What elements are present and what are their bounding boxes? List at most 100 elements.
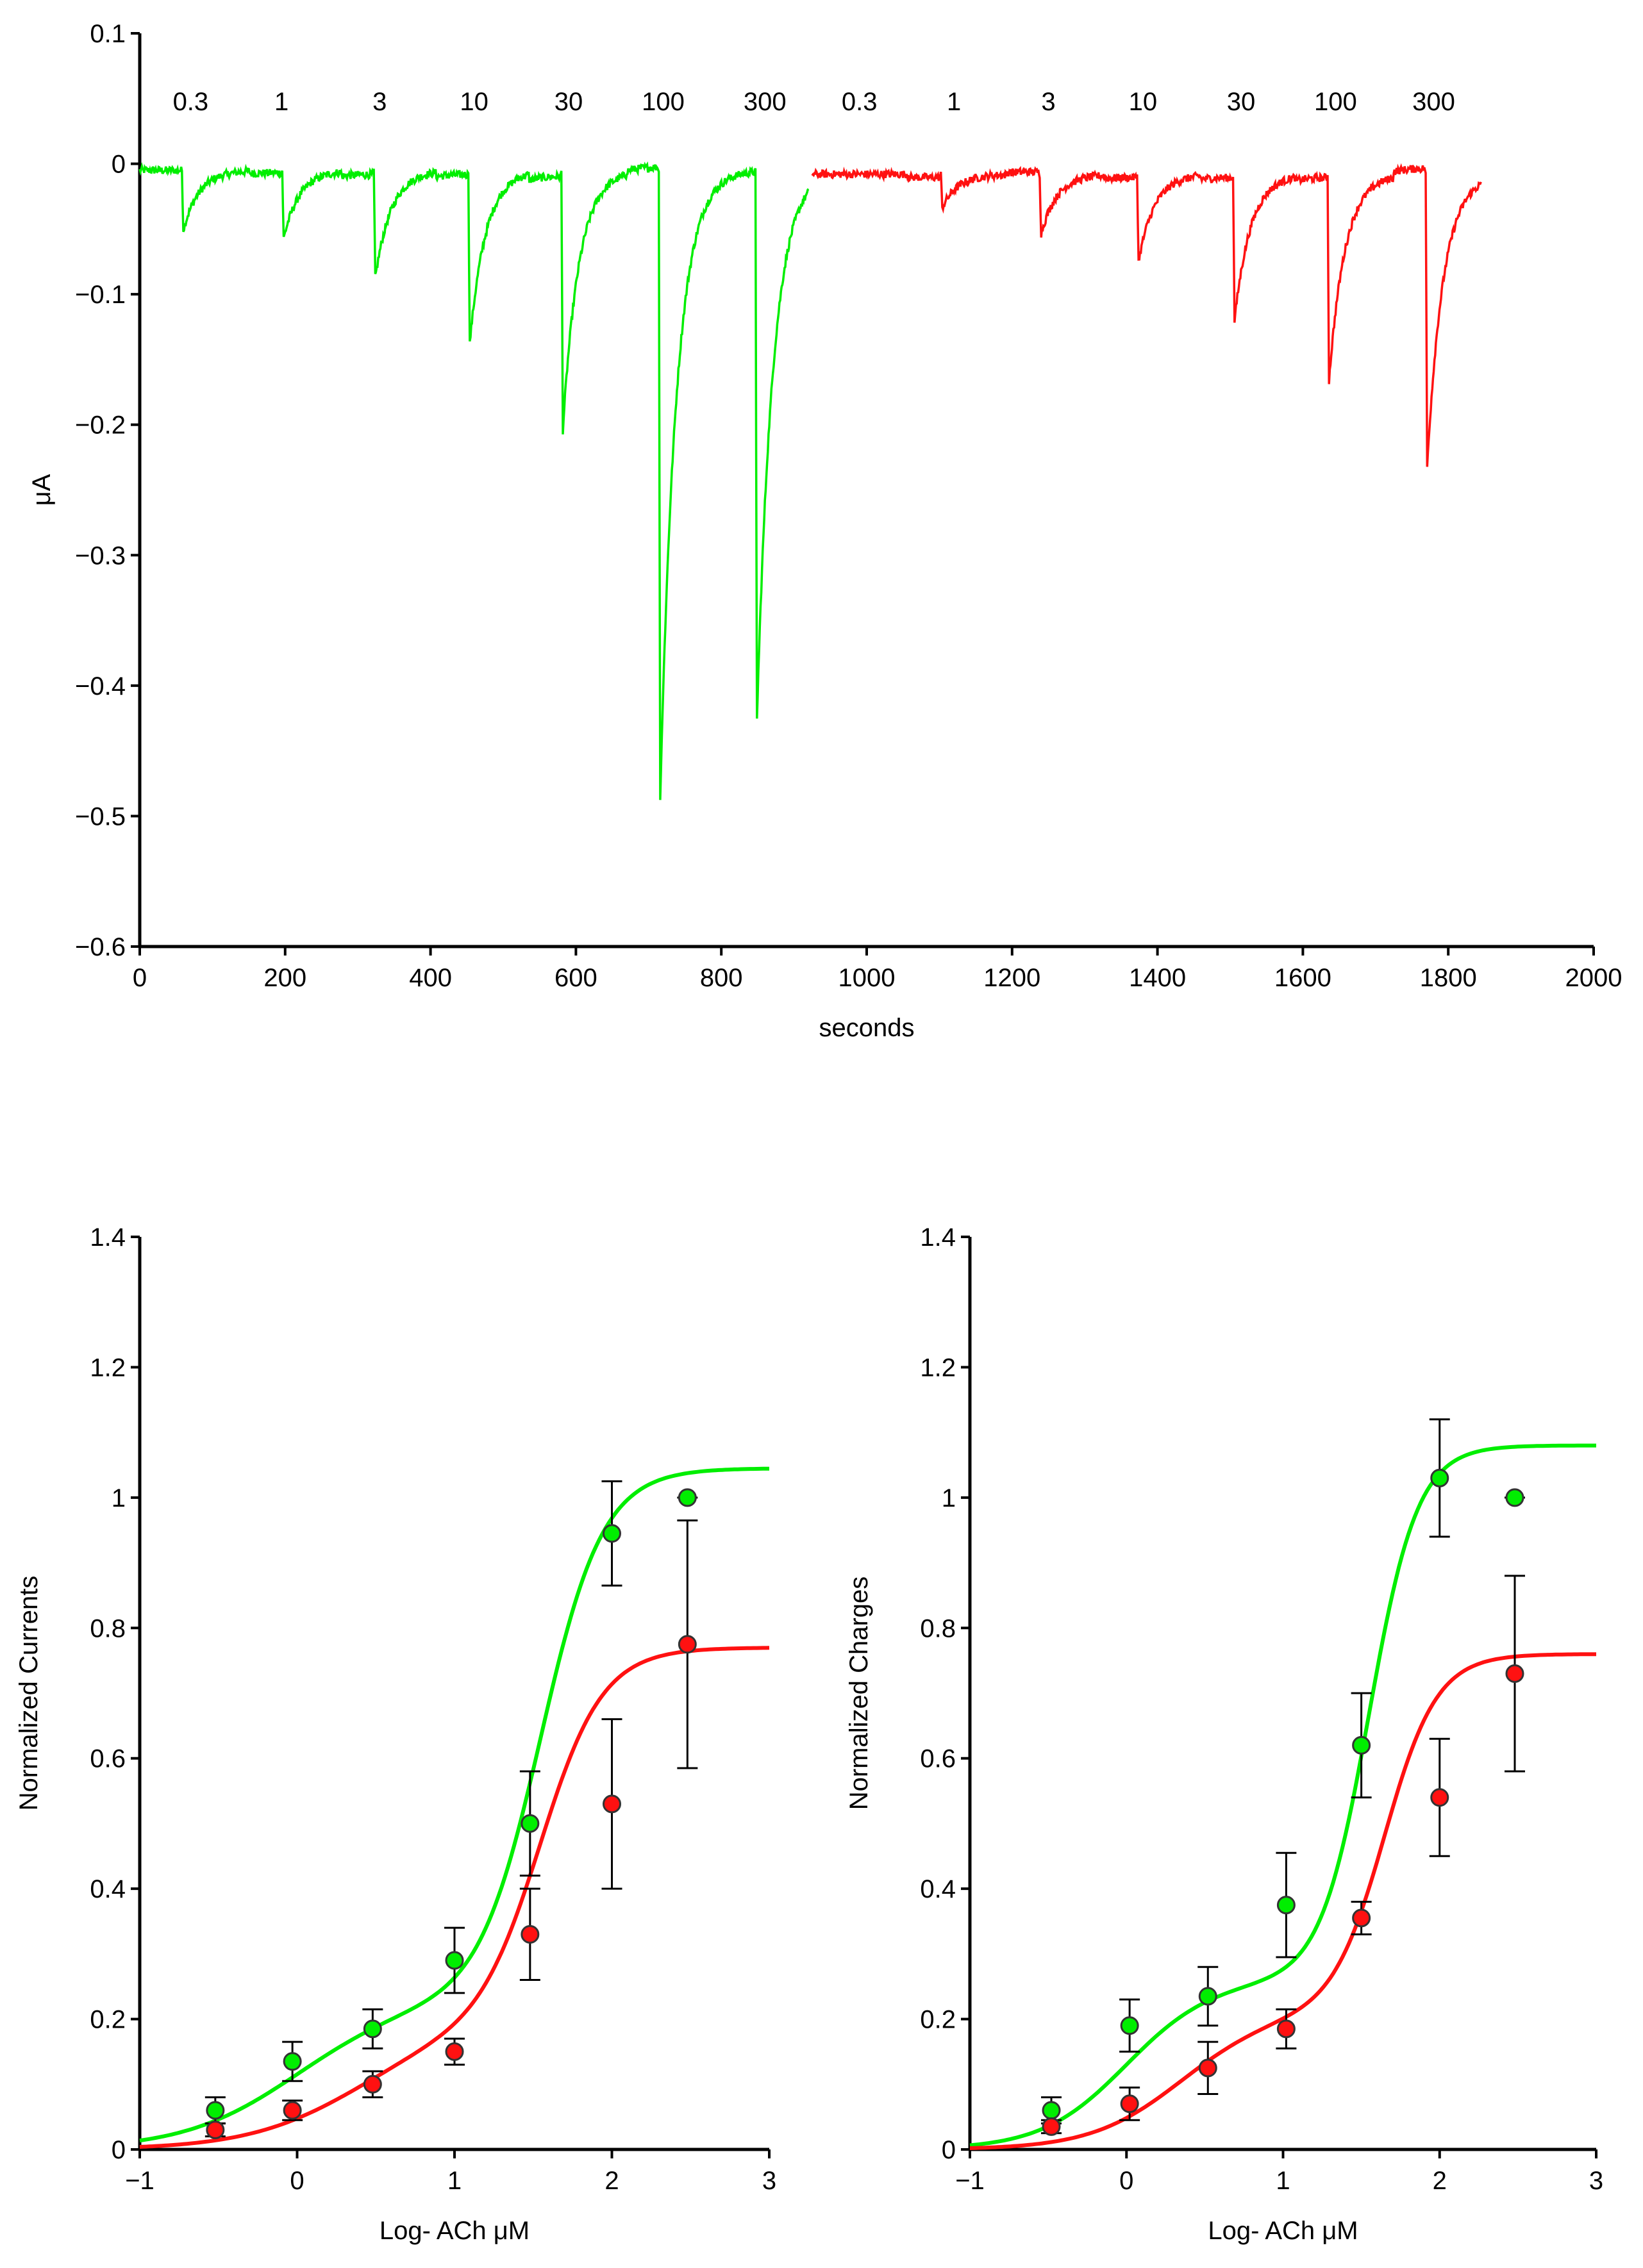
x-tick-label: 600 bbox=[555, 964, 597, 992]
x-tick-label: −1 bbox=[955, 2167, 985, 2195]
concentration-label: 100 bbox=[642, 88, 685, 116]
control-data-point bbox=[206, 2101, 225, 2120]
y-axis-label: Normalized Charges bbox=[845, 1577, 873, 1810]
treated-data-point bbox=[1430, 1788, 1449, 1807]
x-axis-label: Log- ACh μM bbox=[379, 2217, 530, 2245]
treated-data-point bbox=[1042, 2117, 1061, 2136]
y-axis-label: Normalized Currents bbox=[15, 1576, 43, 1811]
y-tick-label: 1.2 bbox=[90, 1353, 126, 1382]
control-data-point bbox=[678, 1488, 697, 1507]
treated-data-point bbox=[1505, 1664, 1524, 1683]
treated-data-point bbox=[1276, 2019, 1296, 2039]
x-tick-label: 0 bbox=[1119, 2167, 1133, 2195]
concentration-label: 0.3 bbox=[842, 88, 878, 116]
concentration-label: 30 bbox=[555, 88, 583, 116]
y-axis-label: μA bbox=[28, 474, 56, 506]
y-tick-label: −0.2 bbox=[75, 411, 126, 440]
y-tick-label: 0.1 bbox=[90, 20, 126, 48]
treated-data-point bbox=[206, 2120, 225, 2139]
treated-data-point bbox=[521, 1924, 540, 1944]
x-tick-label: 2000 bbox=[1565, 964, 1622, 992]
x-tick-label: 1000 bbox=[838, 964, 896, 992]
x-tick-label: 400 bbox=[409, 964, 452, 992]
x-tick-label: 200 bbox=[263, 964, 306, 992]
y-tick-label: 1 bbox=[112, 1484, 126, 1512]
x-tick-label: 1 bbox=[1276, 2167, 1290, 2195]
treated-fit-curve bbox=[969, 1652, 1596, 2150]
y-tick-label: 1 bbox=[942, 1484, 956, 1512]
currents-dose-response-chart: −1 0 1 2 3 0 0.2 0.4 0.6 0.8 1 1.2 1.4 Log- ACh μM Nor… bbox=[15, 1223, 776, 2245]
control-data-point bbox=[1352, 1735, 1371, 1755]
concentration-label: 300 bbox=[744, 88, 787, 116]
x-tick-label: 1200 bbox=[983, 964, 1040, 992]
treated-data-point bbox=[445, 2042, 464, 2061]
control-data-point bbox=[1505, 1488, 1524, 1507]
y-tick-label: 0.4 bbox=[920, 1875, 956, 1903]
y-tick-label: 0 bbox=[112, 2136, 126, 2164]
x-tick-label: 1400 bbox=[1129, 964, 1186, 992]
treated-data-point bbox=[678, 1635, 697, 1654]
y-tick-label: 0.8 bbox=[920, 1614, 956, 1643]
treated-data-point bbox=[1120, 2094, 1139, 2114]
treated-data-point bbox=[1198, 2058, 1217, 2078]
control-data-point bbox=[1198, 1987, 1217, 2006]
y-tick-label: 0.6 bbox=[90, 1745, 126, 1773]
control-data-point bbox=[445, 1951, 464, 1970]
treated-data-point bbox=[1352, 1908, 1371, 1928]
treated-trace bbox=[811, 163, 1482, 467]
y-tick-label: 0.2 bbox=[920, 2006, 956, 2034]
y-tick-label: 0.2 bbox=[90, 2006, 126, 2034]
x-tick-label: 1800 bbox=[1420, 964, 1477, 992]
control-data-point bbox=[1276, 1896, 1296, 1915]
y-tick-label: −0.6 bbox=[75, 933, 126, 961]
treated-data-point bbox=[363, 2074, 382, 2094]
concentration-label: 100 bbox=[1314, 88, 1357, 116]
y-tick-label: 1.4 bbox=[90, 1223, 126, 1252]
y-tick-label: 0 bbox=[112, 151, 126, 179]
concentration-label: 3 bbox=[1041, 88, 1055, 116]
control-data-point bbox=[521, 1814, 540, 1833]
concentration-label: 10 bbox=[1129, 88, 1158, 116]
control-trace bbox=[138, 161, 810, 800]
y-tick-label: −0.1 bbox=[75, 281, 126, 309]
x-tick-label: 0 bbox=[290, 2167, 304, 2195]
control-data-point bbox=[603, 1524, 621, 1543]
y-tick-label: −0.4 bbox=[75, 672, 126, 700]
y-tick-label: 0 bbox=[942, 2136, 956, 2164]
control-data-point bbox=[1120, 2016, 1139, 2035]
x-tick-label: 2 bbox=[1433, 2167, 1447, 2195]
y-tick-label: 0.4 bbox=[90, 1875, 126, 1903]
x-tick-label: 1600 bbox=[1274, 964, 1331, 992]
concentration-label: 0.3 bbox=[173, 88, 209, 116]
x-tick-label: −1 bbox=[125, 2167, 154, 2195]
concentration-label: 300 bbox=[1412, 88, 1455, 116]
control-fit-curve bbox=[969, 1443, 1596, 2148]
x-tick-label: 1 bbox=[447, 2167, 462, 2195]
x-axis-label: Log- ACh μM bbox=[1208, 2217, 1358, 2245]
x-tick-label: 3 bbox=[1589, 2167, 1603, 2195]
control-data-point bbox=[1042, 2101, 1061, 2120]
y-tick-label: −0.3 bbox=[75, 542, 126, 570]
current-trace-chart: 0 200 400 600 800 1000 1200 1400 1600 1800 20000.1… bbox=[28, 20, 1622, 1042]
y-tick-label: 0.6 bbox=[920, 1745, 956, 1773]
concentration-label: 3 bbox=[372, 88, 387, 116]
control-data-point bbox=[1430, 1468, 1449, 1487]
y-tick-label: −0.5 bbox=[75, 802, 126, 831]
x-tick-label: 2 bbox=[605, 2167, 619, 2195]
concentration-label: 30 bbox=[1227, 88, 1256, 116]
charges-dose-response-chart: −1 0 1 2 3 0 0.2 0.4 0.6 0.8 1 1.2 1.4 Log- ACh μM Nor… bbox=[845, 1223, 1603, 2245]
concentration-label: 10 bbox=[460, 88, 488, 116]
treated-data-point bbox=[603, 1794, 621, 1814]
y-tick-label: 1.2 bbox=[920, 1353, 956, 1382]
control-data-point bbox=[283, 2052, 302, 2071]
y-tick-label: 0.8 bbox=[90, 1614, 126, 1643]
x-tick-label: 3 bbox=[762, 2167, 776, 2195]
concentration-label: 1 bbox=[947, 88, 961, 116]
concentration-label: 1 bbox=[274, 88, 288, 116]
x-axis-label: seconds bbox=[819, 1014, 915, 1042]
x-tick-label: 800 bbox=[700, 964, 743, 992]
x-tick-label: 0 bbox=[133, 964, 147, 992]
y-tick-label: 1.4 bbox=[920, 1223, 956, 1252]
treated-data-point bbox=[283, 2101, 302, 2120]
